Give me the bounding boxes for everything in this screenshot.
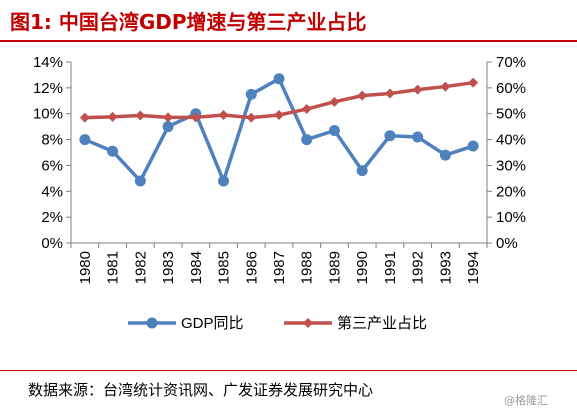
legend-gdp-swatch-marker: [146, 317, 158, 329]
tertiary-series-point: [440, 81, 451, 92]
legend-tertiary-label: 第三产业占比: [337, 314, 427, 332]
left-axis-tick-label: 0%: [41, 235, 63, 252]
chart-title: 图1: 中国台湾GDP增速与第三产业占比: [10, 10, 367, 34]
x-axis-tick-label: 1983: [160, 251, 177, 284]
chart-area: 0% 2% 4% 6% 8% 10% 12% 14% 0% 10% 20% 30% 40% 50% 60% 7…: [33, 54, 526, 332]
x-axis-tick-label: 1993: [437, 251, 454, 284]
gdp-series-point: [245, 88, 257, 100]
x-axis-tick-label: 1990: [354, 251, 371, 284]
left-axis-tick-label: 12%: [33, 80, 63, 97]
title-divider: [0, 40, 577, 42]
gdp-series-point: [273, 73, 285, 85]
x-axis-tick-label: 1980: [77, 251, 94, 284]
tertiary-series-point: [412, 84, 423, 95]
legend-gdp-label: GDP同比: [181, 315, 244, 332]
tertiary-series-point: [301, 104, 312, 115]
x-axis-tick-label: 1981: [105, 251, 122, 284]
gdp-series-point: [467, 140, 479, 152]
tertiary-series-point: [79, 112, 90, 123]
tertiary-series-point: [163, 112, 174, 123]
tertiary-series-point: [468, 77, 479, 88]
right-axis-tick-label: 30%: [496, 157, 526, 174]
legend-tertiary-swatch-marker: [303, 318, 313, 328]
tertiary-series-point: [274, 110, 284, 121]
gdp-series-point: [79, 134, 91, 146]
source-note: 数据来源：台湾统计资讯网、广发证券发展研究中心: [28, 381, 374, 399]
gdp-series-point: [134, 175, 146, 187]
right-axis-tick-label: 20%: [496, 183, 526, 200]
gdp-series-point: [107, 145, 119, 157]
x-axis-tick-label: 1987: [271, 251, 288, 284]
watermark: @格隆汇: [504, 394, 548, 407]
tertiary-series-point: [246, 112, 257, 123]
x-axis-tick-label: 1988: [299, 251, 316, 284]
tertiary-series-point: [357, 90, 368, 101]
x-axis-tick-label: 1992: [410, 251, 427, 284]
x-axis-tick-label: 1986: [243, 251, 260, 284]
figure-header: 图1: 中国台湾GDP增速与第三产业占比: [0, 0, 577, 44]
x-axis-tick-label: 1991: [382, 251, 399, 284]
x-axis-tick-label: 1985: [216, 251, 233, 284]
x-axis-tick-label: 1994: [465, 251, 482, 284]
left-axis-tick-label: 4%: [41, 183, 63, 200]
gdp-series-line: [84, 77, 474, 183]
gdp-series-point: [412, 131, 424, 143]
right-axis-tick-label: 60%: [496, 80, 526, 97]
right-axis-tick-label: 40%: [496, 132, 526, 149]
gdp-series-point: [301, 134, 313, 146]
tertiary-series-point: [329, 96, 340, 107]
gdp-series-point: [384, 130, 396, 142]
tertiary-series-point: [135, 110, 146, 121]
gdp-series-point: [162, 121, 174, 133]
gdp-series-point: [328, 125, 340, 137]
tertiary-series-point: [218, 110, 229, 121]
x-axis-tick-label: 1982: [132, 251, 149, 284]
left-axis-tick-label: 14%: [33, 54, 63, 71]
tertiary-series-point: [107, 111, 118, 122]
right-axis-tick-label: 70%: [496, 54, 526, 71]
gdp-series-point: [218, 175, 230, 187]
gdp-series-point: [356, 165, 368, 177]
tertiary-series-point: [384, 88, 395, 99]
right-axis-tick-label: 10%: [496, 209, 526, 226]
left-axis-tick-label: 10%: [33, 106, 63, 123]
right-axis-tick-label: 50%: [496, 106, 526, 123]
source-divider: [0, 370, 577, 371]
right-axis-tick-label: 0%: [496, 235, 518, 252]
tertiary-series-point: [190, 112, 201, 123]
x-axis-tick-label: 1984: [188, 251, 205, 284]
left-axis-tick-label: 8%: [41, 132, 63, 149]
left-axis-tick-label: 6%: [41, 157, 63, 174]
left-axis-tick-label: 2%: [41, 209, 63, 226]
x-axis-tick-label: 1989: [326, 251, 343, 284]
gdp-series-point: [439, 149, 451, 161]
